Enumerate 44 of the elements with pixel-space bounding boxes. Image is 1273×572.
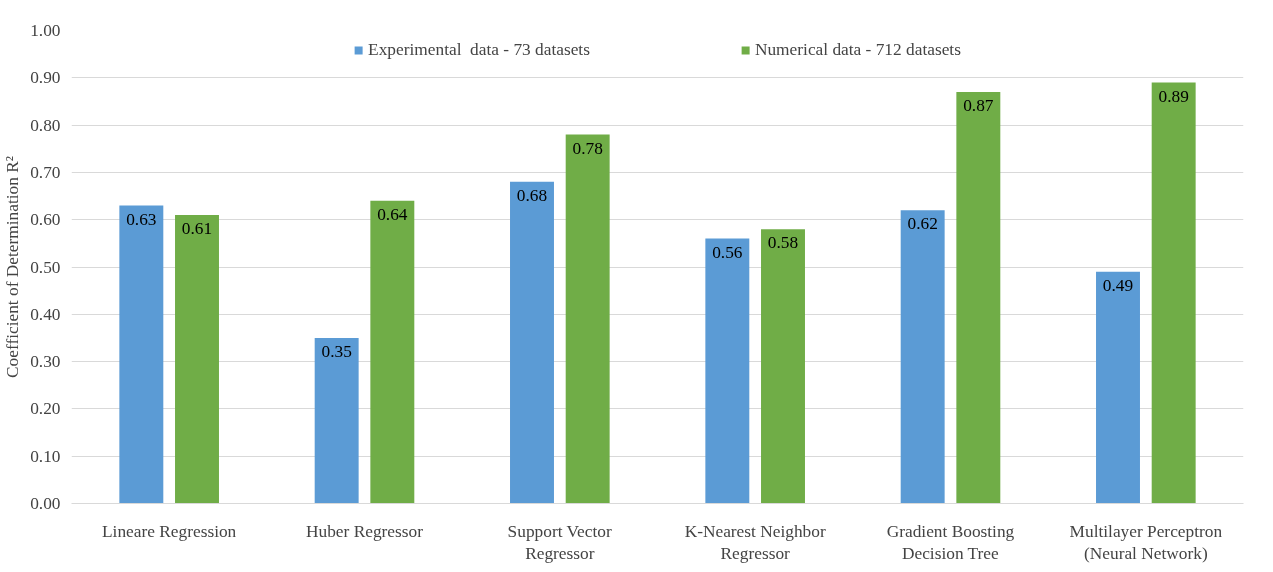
data-label: 0.49	[1102, 275, 1134, 295]
data-label: 0.63	[126, 209, 157, 229]
bar	[705, 238, 750, 504]
y-tick-label: 0.70	[30, 162, 61, 182]
x-tick-label: Gradient Boosting Decision Tree	[886, 521, 1015, 564]
x-tick-label: Multilayer Perceptron (Neural Network)	[1069, 521, 1223, 564]
data-label: 0.89	[1158, 86, 1189, 106]
data-label: 0.56	[712, 242, 743, 262]
data-label: 0.78	[572, 138, 603, 158]
y-tick-label: 0.80	[30, 115, 61, 135]
data-label: 0.58	[767, 233, 799, 253]
legend-label: Experimental data - 73 datasets	[368, 40, 590, 60]
y-tick-label: 0.00	[30, 494, 61, 513]
x-tick-label: Lineare Regression	[102, 521, 237, 541]
bar	[510, 181, 554, 504]
bar	[761, 229, 805, 504]
data-label: 0.61	[181, 218, 213, 238]
bar	[900, 210, 945, 504]
bar	[314, 337, 359, 504]
bar	[1151, 82, 1196, 504]
bar	[119, 205, 164, 504]
data-label: 0.87	[963, 95, 994, 115]
data-label: 0.35	[321, 341, 352, 361]
data-label: 0.62	[907, 214, 938, 234]
data-label: 0.64	[377, 204, 408, 224]
data-label: 0.68	[516, 185, 548, 205]
y-tick-label: 1.00	[30, 21, 61, 40]
bar	[175, 214, 219, 504]
y-tick-label: 0.20	[30, 399, 61, 419]
y-tick-label: 0.10	[30, 446, 61, 466]
y-tick-label: 0.40	[30, 304, 61, 324]
y-tick-label: 0.30	[30, 352, 61, 372]
x-tick-label: K-Nearest Neighbor Regressor	[684, 521, 826, 564]
y-axis-title: Coefficient of Determination R²	[3, 156, 23, 378]
y-tick-label: 0.90	[30, 68, 61, 88]
bar	[1096, 271, 1140, 504]
legend-label: Numerical data - 712 datasets	[754, 40, 961, 60]
y-tick-label: 0.60	[30, 210, 61, 230]
y-tick-label: 0.50	[30, 257, 61, 277]
bar	[956, 91, 1001, 504]
x-tick-label: Huber Regressor	[306, 521, 424, 541]
bar	[565, 134, 610, 504]
bar	[370, 200, 415, 504]
x-tick-label: Support Vector Regressor	[507, 521, 612, 564]
